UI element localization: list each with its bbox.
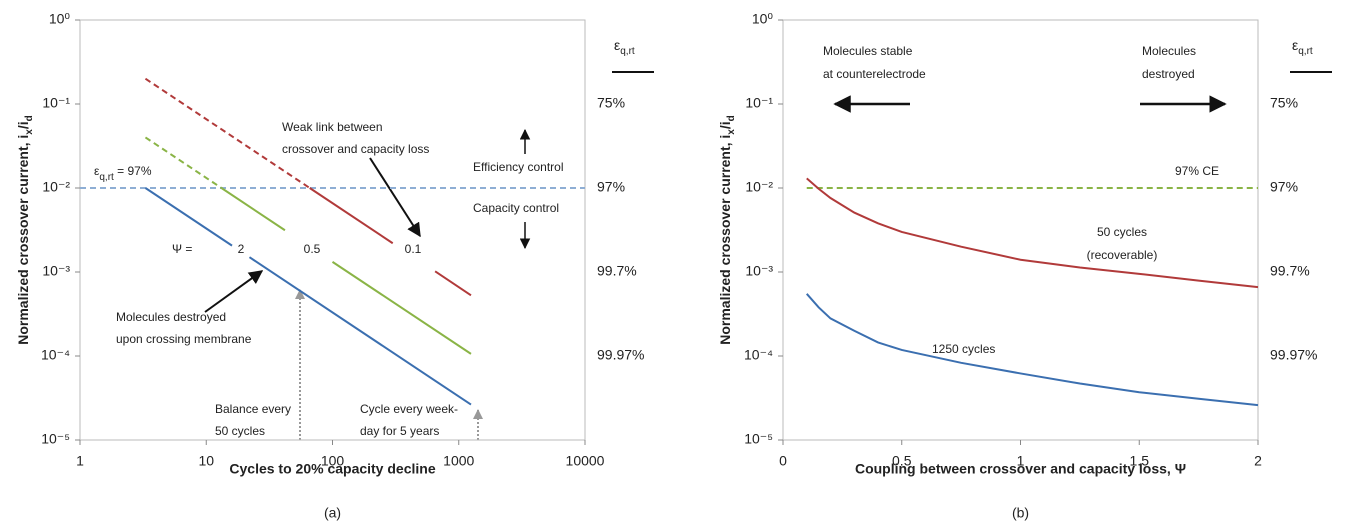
y-tick-label: 10⁻⁴	[744, 347, 773, 363]
y-tick-label: 10⁻¹	[42, 95, 70, 111]
y-axis-title-part: Normalized crossover current, i	[717, 135, 733, 345]
right-axis-label: 75%	[1270, 95, 1298, 111]
y2-title: εq,rt	[1292, 37, 1313, 57]
x-tick-label: 0.5	[892, 453, 912, 469]
annotation: crossover and capacity loss	[282, 142, 429, 156]
annotation: 2	[238, 242, 245, 256]
x-tick-label: 10	[198, 453, 214, 469]
line	[144, 77, 311, 189]
y-axis-title: Normalized crossover current, ix/id	[717, 115, 737, 345]
x-tick-label: 10000	[566, 453, 605, 469]
arrows	[204, 95, 1227, 440]
y-tick-label: 10⁻⁵	[744, 431, 773, 447]
annotation: destroyed	[1142, 67, 1195, 81]
x-tick-label: 1.5	[1130, 453, 1150, 469]
y2-title-part: q,rt	[1298, 46, 1313, 57]
annotation-part: = 97%	[114, 164, 152, 178]
line	[220, 187, 472, 355]
line	[144, 136, 223, 189]
y2-title-part: ε	[1292, 37, 1298, 53]
y-axis-title-part: /i	[717, 121, 733, 129]
caption: (b)	[1012, 505, 1029, 521]
right-axis-label: 97%	[597, 179, 625, 195]
annotation: 1250 cycles	[932, 342, 995, 356]
right-axis-label: 99.7%	[597, 263, 637, 279]
y-tick-label: 10⁻²	[745, 179, 773, 195]
right-axis-label: 99.97%	[1270, 347, 1317, 363]
caption: (a)	[324, 505, 341, 521]
y2-title-part: q,rt	[620, 46, 635, 57]
annotation: εq,rt = 97%	[94, 164, 152, 183]
annotation: Weak link between	[282, 120, 383, 134]
y-tick-label: 10⁻¹	[745, 95, 773, 111]
annotation: Capacity control	[473, 201, 559, 215]
annotation: 50 cycles	[215, 424, 265, 438]
x-axis-title: Cycles to 20% capacity decline	[229, 461, 435, 477]
line	[144, 187, 472, 406]
plot-frame	[782, 19, 1259, 441]
y2-title: εq,rt	[614, 37, 635, 57]
y-axis-title-part: x	[726, 129, 737, 135]
line	[805, 293, 1259, 407]
x-tick-label: 2	[1254, 453, 1262, 469]
annotation: 97% CE	[1175, 164, 1219, 178]
annotation: 0.1	[405, 242, 422, 256]
annotation: Balance every	[215, 402, 291, 416]
annotation: Ψ =	[172, 242, 192, 256]
x-tick-label: 0	[779, 453, 787, 469]
y-tick-label: 10⁻⁴	[41, 347, 70, 363]
annotation-part: q,rt	[99, 172, 114, 183]
annotation: Efficiency control	[473, 160, 564, 174]
y-axis-title-part: Normalized crossover current, i	[15, 135, 31, 345]
right-axis-label: 99.7%	[1270, 263, 1310, 279]
y-tick-label: 10⁻³	[42, 263, 70, 279]
plot-frame	[79, 19, 586, 441]
annotation: 50 cycles	[1097, 225, 1147, 239]
y-axis-title: Normalized crossover current, ix/id	[15, 115, 35, 345]
x-tick-label: 1	[76, 453, 84, 469]
y2-title-part: ε	[614, 37, 620, 53]
y-axis-title-part: x	[24, 129, 35, 135]
arrow	[204, 270, 264, 313]
line	[309, 187, 472, 297]
y-tick-label: 10⁻²	[42, 179, 70, 195]
y-tick-label: 10⁻⁵	[41, 431, 70, 447]
x-tick-label: 1000	[443, 453, 474, 469]
annotation: Molecules stable	[823, 44, 913, 58]
y-tick-label: 10⁰	[752, 11, 774, 27]
annotation: Cycle every week-	[360, 402, 458, 416]
y-axis-title-part: d	[726, 115, 737, 121]
annotation: (recoverable)	[1087, 248, 1158, 262]
annotation: Molecules	[1142, 44, 1196, 58]
line	[806, 177, 1259, 289]
x-axis-title: Coupling between crossover and capacity …	[855, 461, 1186, 477]
right-axis-label: 97%	[1270, 179, 1298, 195]
y-tick-label: 10⁻³	[745, 263, 773, 279]
right-axis-label: 99.97%	[597, 347, 644, 363]
annotation: at counterelectrode	[823, 67, 926, 81]
arrow	[369, 157, 421, 238]
annotation: 0.5	[304, 242, 321, 256]
x-tick-label: 100	[321, 453, 345, 469]
y-tick-label: 10⁰	[49, 11, 71, 27]
right-axis-label: 75%	[597, 95, 625, 111]
annotation: upon crossing membrane	[116, 332, 252, 346]
annotation: Molecules destroyed	[116, 310, 226, 324]
y-axis-title-part: /i	[15, 121, 31, 129]
y-axis-title-part: d	[24, 115, 35, 121]
annotation-part: ε	[94, 164, 100, 178]
x-tick-label: 1	[1017, 453, 1025, 469]
annotation: day for 5 years	[360, 424, 439, 438]
